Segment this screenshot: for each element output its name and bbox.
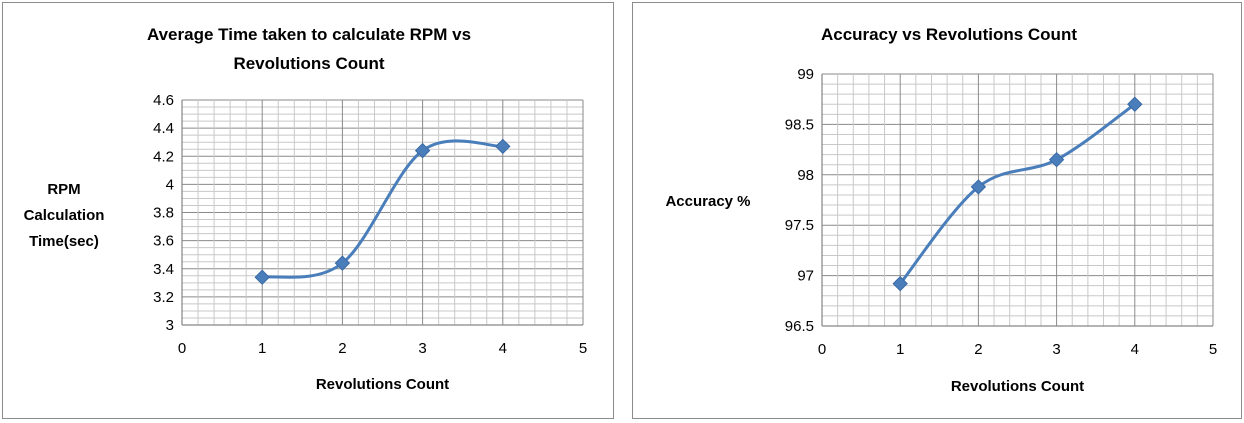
rpm-x-axis-label: Revolutions Count [316,376,449,393]
acc-x-tick-label: 1 [896,341,904,358]
rpm-data-point-3 [414,142,431,159]
acc-series-line [899,103,1136,285]
acc-y-tick-label: 98.5 [785,116,814,133]
rpm-y-axis-label-line-2: Time(sec) [29,233,99,250]
rpm-y-tick-label: 3.6 [153,233,174,250]
rpm-x-tick-label: 5 [579,340,587,357]
acc-data-point-2 [970,179,987,195]
rpm-x-tick-label: 0 [178,340,186,357]
chart-rpm-time-svg: Average Time taken to calculate RPM vs Re… [24,25,588,393]
rpm-x-tick-label: 1 [258,340,266,357]
acc-data-point-1 [892,275,908,292]
acc-y-tick-label: 98 [797,167,814,184]
acc-x-tick-label: 3 [1052,341,1060,358]
acc-data-point-3 [1048,151,1065,168]
rpm-y-axis-label-line-1: Calculation [24,207,105,224]
rpm-y-tick-label: 3 [166,317,174,334]
acc-x-tick-label: 0 [818,341,826,358]
acc-x-tick-label: 2 [974,341,982,358]
chart-rpm-time: Average Time taken to calculate RPM vs Re… [2,2,614,419]
rpm-chart-title-line-1: Revolutions Count [233,54,384,73]
rpm-data-point-2 [334,255,351,271]
rpm-x-tick-label: 2 [338,340,346,357]
rpm-chart-title-line-0: Average Time taken to calculate RPM vs [147,25,471,44]
acc-x-tick-label: 4 [1131,341,1139,358]
rpm-y-tick-label: 4.4 [153,120,174,137]
rpm-y-tick-label: 3.8 [153,205,174,222]
acc-x-axis-label: Revolutions Count [951,378,1084,395]
acc-data-point-4 [1127,96,1143,112]
acc-y-tick-label: 96.5 [785,318,814,335]
rpm-y-axis-label-line-0: RPM [47,181,80,198]
acc-y-axis-label-line-0: Accuracy % [665,193,750,210]
rpm-series-line [261,139,503,279]
rpm-y-tick-label: 4.2 [153,148,174,165]
rpm-data-point-1 [254,269,270,285]
acc-y-tick-label: 97 [797,268,814,285]
chart-accuracy-svg: Accuracy vs Revolutions Count 96.5 97 97.5 9… [665,25,1217,395]
chart-accuracy: Accuracy vs Revolutions Count 96.5 97 97.5 9… [632,2,1242,419]
rpm-x-tick-label: 3 [418,340,426,357]
rpm-data-point-4 [495,138,511,155]
rpm-gridlines [181,99,584,326]
acc-chart-title-line-0: Accuracy vs Revolutions Count [821,25,1077,44]
rpm-y-tick-label: 3.4 [153,261,174,278]
rpm-y-tick-label: 3.2 [153,289,174,306]
rpm-y-tick-label: 4 [166,176,174,193]
rpm-x-tick-label: 4 [499,340,507,357]
acc-y-tick-label: 99 [797,66,814,83]
acc-y-tick-label: 97.5 [785,217,814,234]
acc-x-tick-label: 5 [1209,341,1217,358]
rpm-y-tick-label: 4.6 [153,92,174,109]
acc-gridlines [821,73,1214,327]
